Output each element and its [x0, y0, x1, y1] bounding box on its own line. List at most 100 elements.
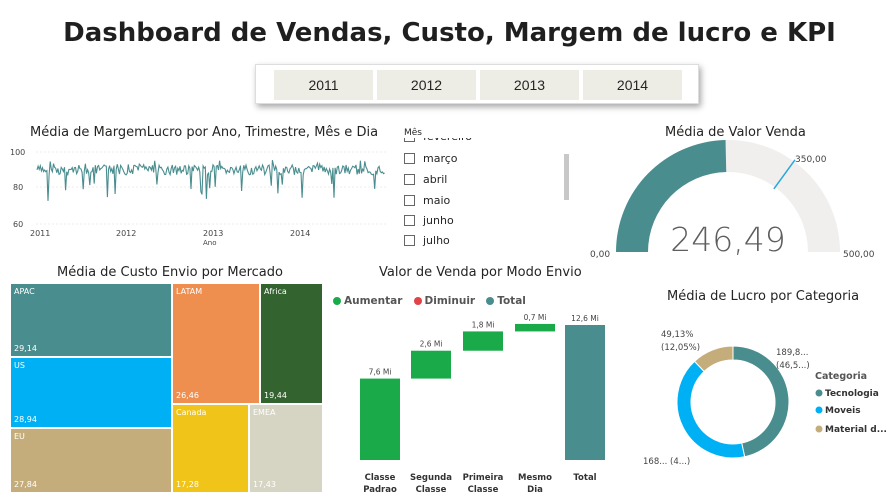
donut-label-material-1: 49,13% [661, 330, 693, 340]
treemap-cell-us[interactable]: US 28,94 [10, 357, 172, 428]
checkbox[interactable] [404, 235, 415, 246]
treemap-cell-eu[interactable]: EU 27,84 [10, 428, 172, 493]
waterfall-category-label: Total [573, 473, 596, 483]
treemap-cell-value: 17,28 [176, 480, 199, 489]
waterfall-bar[interactable] [463, 331, 503, 351]
treemap-cell-label: LATAM [176, 287, 203, 296]
donut-label-tecnologia-1: 189,8... [776, 348, 808, 358]
treemap-cell-label: EMEA [253, 408, 276, 417]
donut-label-material-2: (12,05%) [661, 343, 700, 353]
donut-slice[interactable] [732, 345, 790, 458]
x-tick-2012: 2012 [116, 229, 136, 238]
treemap-cell-label: Africa [264, 287, 287, 296]
donut-legend-material-dot [815, 425, 823, 433]
treemap-cell-label: EU [14, 432, 25, 441]
checkbox[interactable] [404, 174, 415, 185]
treemap-cell-label: APAC [14, 287, 35, 296]
waterfall-category-label: Classe [468, 485, 499, 493]
donut-legend-material: Material d... [825, 425, 887, 435]
donut-label-tecnologia-2: (46,5...) [776, 361, 810, 371]
legend-total-dot [486, 297, 495, 305]
waterfall-category-label: Mesmo [518, 473, 552, 483]
donut-legend-tecnologia-dot [815, 389, 823, 397]
waterfall-legend: Aumentar Diminuir Total [333, 290, 532, 309]
treemap-cell-latam[interactable]: LATAM 26,46 [172, 283, 260, 404]
checkbox[interactable] [404, 138, 415, 142]
waterfall-chart: 7,6 Mi Classe Padrao 2,6 Mi Segunda Classe 1,8… [360, 313, 605, 493]
treemap-cell-label: Canada [176, 408, 207, 417]
profit-donut-chart: 49,13% (12,05%) 189,8... (46,5...) 168..… [643, 330, 887, 467]
waterfall-data-label: 12,6 Mi [571, 314, 599, 323]
donut-legend-moveis: Moveis [825, 406, 861, 416]
month-item[interactable]: junho [404, 214, 454, 227]
waterfall-bar[interactable] [411, 350, 451, 379]
waterfall-category-label: Segunda [410, 473, 452, 483]
legend-increase[interactable]: Aumentar [333, 295, 402, 307]
legend-increase-dot [333, 297, 341, 305]
waterfall-data-label: 2,6 Mi [420, 340, 443, 349]
month-item[interactable]: maio [404, 194, 450, 207]
y-tick-100: 100 [10, 148, 25, 157]
waterfall-bar[interactable] [565, 325, 605, 460]
month-item[interactable]: julho [404, 234, 450, 247]
margin-line-chart: 100 80 60 2011 2012 2013 2014 Ano [10, 148, 388, 247]
donut-slice[interactable] [676, 360, 746, 459]
treemap-cell-value: 27,84 [14, 480, 37, 489]
x-axis-label: Ano [203, 239, 217, 247]
month-item[interactable]: fevereiro [404, 138, 472, 143]
treemap-cell-value: 17,43 [253, 480, 276, 489]
waterfall-category-label: Padrao [363, 485, 397, 493]
year-button-2011[interactable]: 2011 [274, 70, 374, 100]
legend-decrease-dot [413, 297, 422, 305]
donut-title: Média de Lucro por Categoria [667, 289, 860, 304]
month-item[interactable]: março [404, 152, 458, 165]
gauge-target-label: 350,00 [795, 155, 827, 165]
y-tick-80: 80 [13, 183, 23, 192]
waterfall-bar[interactable] [360, 378, 400, 460]
checkbox[interactable] [404, 195, 415, 206]
x-tick-2013: 2013 [203, 229, 223, 238]
treemap-cell-africa[interactable]: Africa 19,44 [260, 283, 323, 404]
shipping-cost-treemap: APAC 29,14 LATAM 26,46 Africa 19,44 US 2… [10, 283, 323, 493]
legend-total[interactable]: Total [486, 295, 526, 307]
waterfall-title: Valor de Venda por Modo Envio [379, 265, 582, 280]
dashboard-title: Dashboard de Vendas, Custo, Margem de lu… [63, 18, 836, 48]
margin-series-line [36, 159, 385, 201]
sales-gauge: 246,49 0,00 500,00 350,00 [590, 140, 875, 260]
year-button-2013[interactable]: 2013 [480, 70, 580, 100]
waterfall-data-label: 1,8 Mi [472, 320, 495, 329]
waterfall-data-label: 7,6 Mi [369, 368, 392, 377]
treemap-cell-value: 28,94 [14, 415, 37, 424]
donut-label-moveis: 168... (4...) [643, 457, 690, 467]
gauge-title: Média de Valor Venda [665, 125, 806, 140]
gauge-min: 0,00 [590, 250, 610, 260]
waterfall-category-label: Classe [365, 473, 396, 483]
treemap-cell-label: US [14, 361, 25, 370]
year-button-2014[interactable]: 2014 [583, 70, 683, 100]
gauge-max: 500,00 [843, 250, 875, 260]
treemap-title: Média de Custo Envio por Mercado [57, 265, 283, 280]
gauge-value: 246,49 [670, 220, 785, 259]
year-slicer: 2011 2012 2013 2014 [255, 64, 699, 104]
treemap-cell-emea[interactable]: EMEA 17,43 [249, 404, 323, 493]
waterfall-category-label: Primeira [463, 473, 504, 483]
donut-legend-title: Categoria [815, 371, 867, 382]
checkbox[interactable] [404, 215, 415, 226]
treemap-cell-value: 29,14 [14, 344, 37, 353]
donut-legend-tecnologia: Tecnologia [825, 389, 879, 399]
checkbox[interactable] [404, 153, 415, 164]
waterfall-bar[interactable] [515, 323, 555, 332]
gauge-fill [616, 140, 727, 252]
x-tick-2011: 2011 [30, 229, 50, 238]
treemap-cell-apac[interactable]: APAC 29,14 [10, 283, 172, 357]
month-slicer-scrollbar[interactable] [564, 154, 569, 200]
waterfall-data-label: 0,7 Mi [524, 313, 547, 322]
treemap-cell-canada[interactable]: Canada 17,28 [172, 404, 249, 493]
waterfall-category-label: Classe [416, 485, 447, 493]
month-slicer-header: Mês [404, 128, 422, 138]
donut-legend-moveis-dot [815, 406, 823, 414]
legend-decrease[interactable]: Diminuir [413, 295, 475, 307]
month-slicer: fevereiro março abril maio junho julho [400, 138, 560, 250]
month-item[interactable]: abril [404, 173, 447, 186]
year-button-2012[interactable]: 2012 [377, 70, 477, 100]
